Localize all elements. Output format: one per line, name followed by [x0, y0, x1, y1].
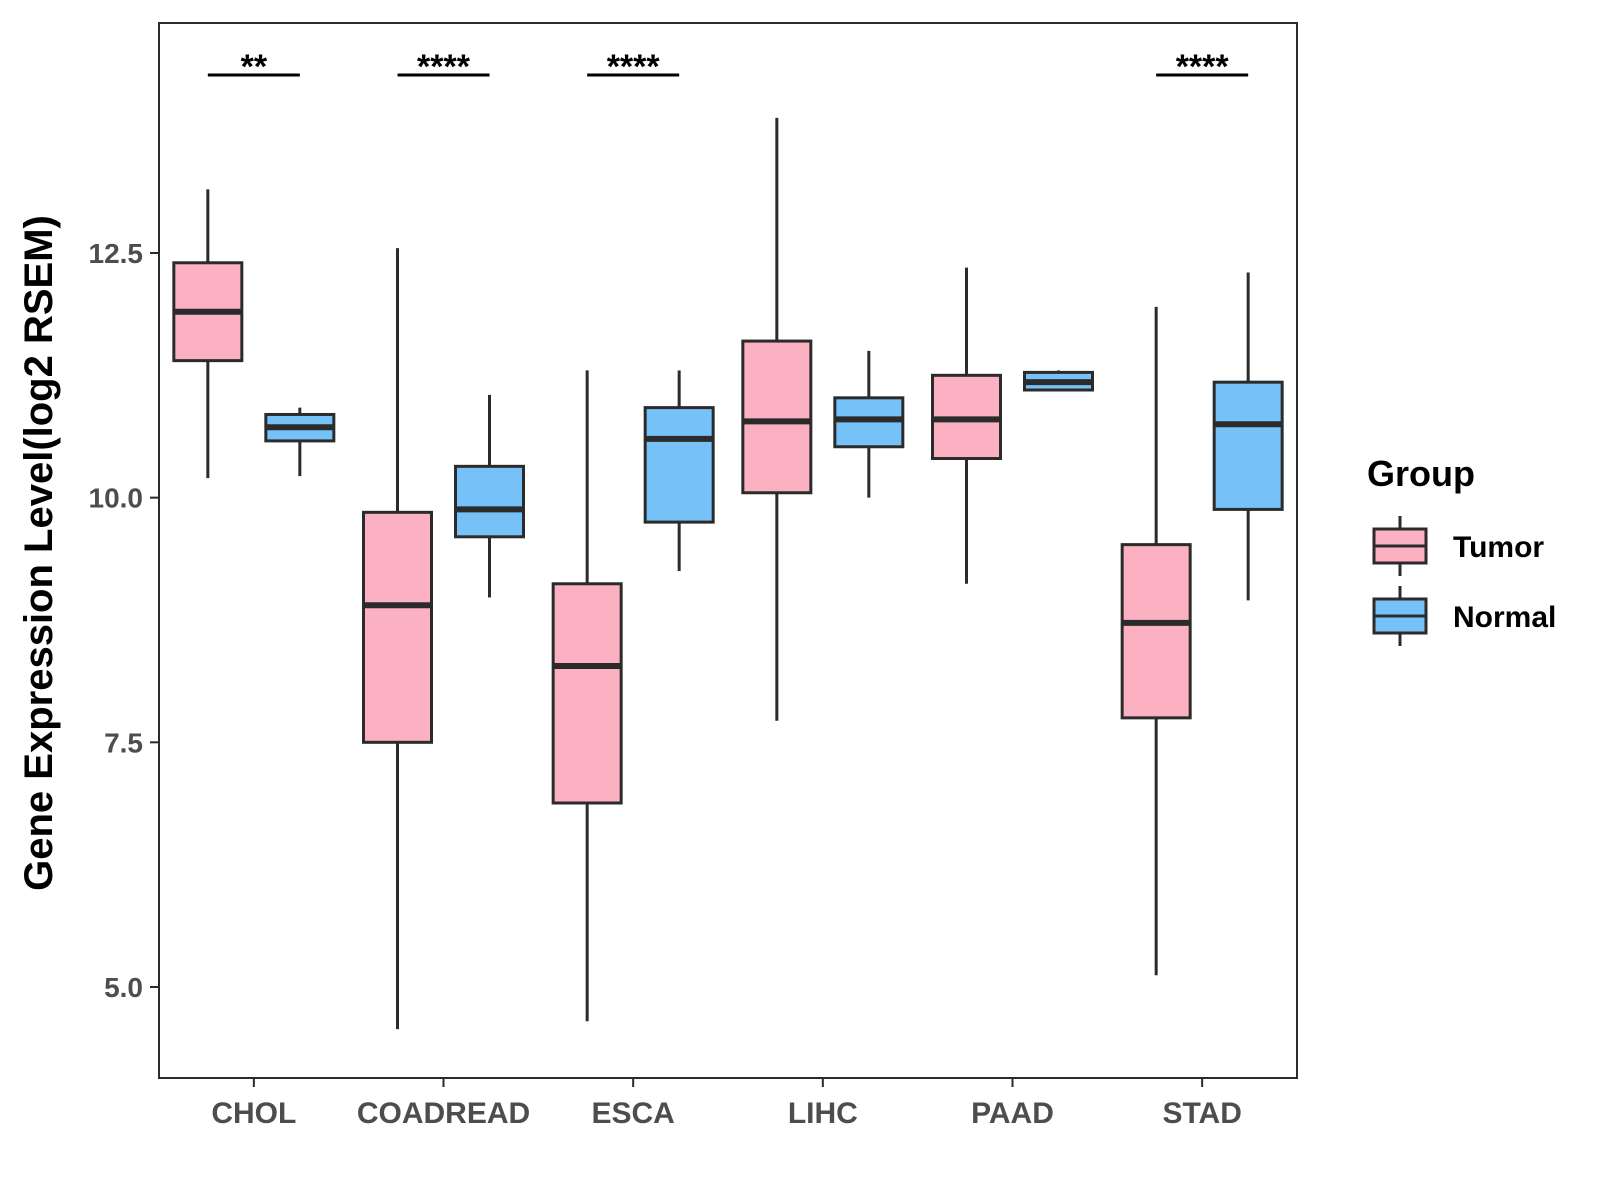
- plot-panel: [158, 22, 1298, 1079]
- legend-label: Tumor: [1453, 531, 1544, 564]
- significance-label: ****: [607, 48, 661, 86]
- box-body: [551, 582, 623, 805]
- significance-label: **: [241, 48, 268, 86]
- panel-border: [158, 22, 1298, 1079]
- significance-label: ****: [1176, 48, 1230, 86]
- legend-item-tumor: Tumor: [1372, 516, 1544, 576]
- x-tick-label-chol: CHOL: [211, 1097, 296, 1130]
- axes: Gene Expression Level(log2 RSEM) 5.0 7.5 1…: [17, 215, 1242, 1130]
- box-body: [454, 464, 525, 539]
- box-tumor-stad: [1120, 306, 1192, 976]
- box-normal-lihc: [833, 350, 905, 498]
- box-body: [741, 339, 813, 495]
- box-series: [172, 117, 1284, 1030]
- significance-annotations: ** **** **** ****: [207, 48, 1249, 86]
- significance-chol: **: [207, 48, 300, 86]
- legend-item-normal: Normal: [1372, 586, 1556, 646]
- significance-coadread: ****: [397, 48, 490, 86]
- box-normal-chol: [264, 407, 336, 477]
- box-body: [1120, 543, 1192, 720]
- box-body: [643, 406, 715, 524]
- box-normal-stad: [1212, 272, 1284, 601]
- x-tick-label-esca: ESCA: [591, 1097, 674, 1130]
- legend-label: Normal: [1453, 601, 1556, 634]
- significance-esca: ****: [587, 48, 680, 86]
- box-tumor-chol: [172, 189, 244, 479]
- y-tick-label: 12.5: [89, 238, 144, 269]
- legend-title: Group: [1367, 453, 1475, 494]
- box-normal-paad: [1023, 370, 1094, 392]
- legend: Group Tumor Normal: [1367, 453, 1556, 646]
- significance-label: ****: [417, 48, 471, 86]
- box-normal-esca: [643, 370, 715, 572]
- box-tumor-esca: [551, 370, 623, 1022]
- y-axis-title: Gene Expression Level(log2 RSEM): [17, 215, 61, 891]
- x-tick-label-coadread: COADREAD: [357, 1097, 530, 1130]
- box-tumor-lihc: [741, 117, 813, 721]
- box-tumor-paad: [931, 267, 1002, 584]
- x-tick-label-paad: PAAD: [971, 1097, 1054, 1130]
- x-tick-label-stad: STAD: [1162, 1097, 1241, 1130]
- box-tumor-coadread: [362, 248, 433, 1030]
- y-tick-label: 10.0: [89, 483, 144, 514]
- significance-stad: ****: [1156, 48, 1249, 86]
- box-body: [362, 510, 433, 744]
- y-tick-label: 5.0: [104, 972, 143, 1003]
- x-tick-label-lihc: LIHC: [788, 1097, 858, 1130]
- y-tick-label: 7.5: [104, 727, 143, 758]
- box-normal-coadread: [454, 394, 525, 598]
- box-body: [1212, 380, 1284, 511]
